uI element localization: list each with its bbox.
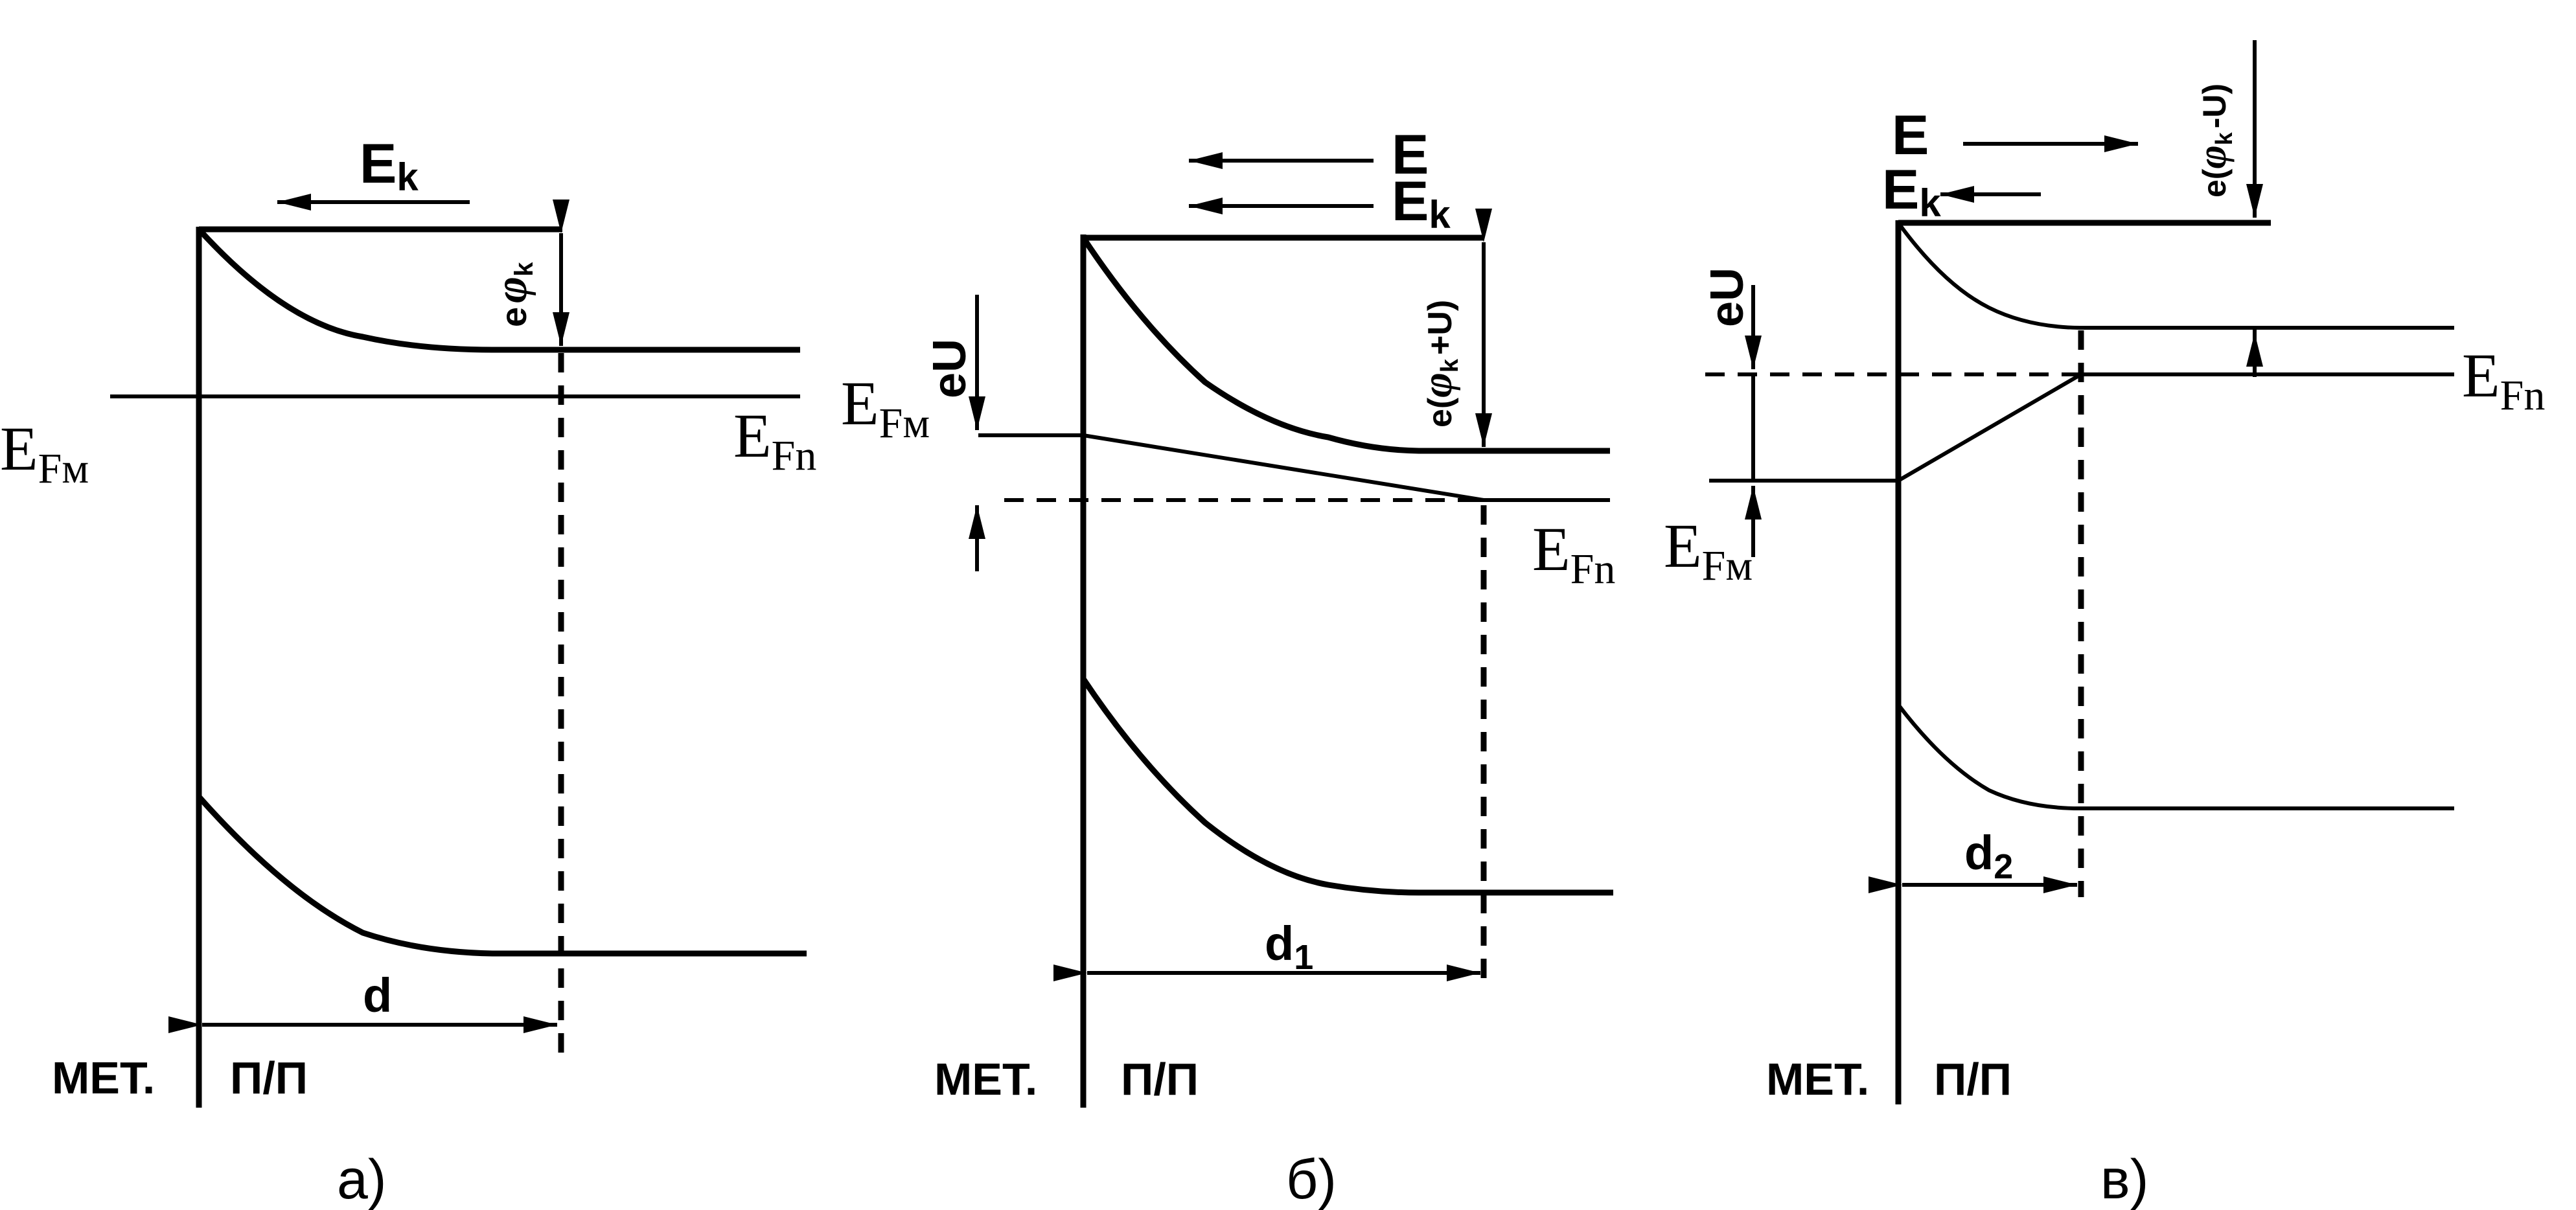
metal-label: МЕТ. [934, 1054, 1037, 1104]
fermi-metal-label: EFм [1664, 511, 1753, 589]
field-E-label: E [1392, 124, 1429, 186]
fermi-tilt-line [1897, 372, 2082, 483]
barrier-label: e(φk+U) [1414, 300, 1464, 428]
panel-caption: б) [1286, 1148, 1337, 1210]
conduction-band-curve [196, 227, 800, 353]
panel-a: Ek eφk EFм EFn d МЕТ. П/П а) [0, 133, 816, 1210]
bias-label: eU [924, 339, 976, 398]
panel-caption: в) [2100, 1148, 2148, 1210]
semi-label: П/П [1121, 1054, 1199, 1104]
width-label: d [363, 968, 392, 1022]
metal-label: МЕТ. [52, 1053, 155, 1103]
metal-label: МЕТ. [1766, 1054, 1869, 1104]
valence-band-curve [196, 795, 807, 957]
fermi-semi-label: EFn [2462, 341, 2545, 419]
barrier-label: eφk [487, 262, 538, 327]
field-Ek-label: Ek [1882, 159, 1941, 225]
panel-c: E Ek eU e(φk-U) EFм EFn d2 МЕТ. П/П в) [1664, 40, 2545, 1210]
valence-band-curve [1081, 677, 1613, 896]
barrier-label: e(φk-U) [2191, 84, 2237, 198]
fermi-tilt-line [1083, 433, 1484, 502]
conduction-band-curve [1081, 236, 1610, 454]
fermi-semi-label: EFn [733, 401, 816, 479]
conduction-band-curve [1896, 222, 2454, 330]
width-label: d2 [1964, 826, 2013, 886]
width-label: d1 [1265, 917, 1313, 977]
fermi-semi-label: EFn [1532, 514, 1615, 593]
semi-label: П/П [1934, 1054, 2012, 1104]
semi-label: П/П [230, 1053, 308, 1103]
valence-band-curve [1896, 703, 2454, 810]
panel-caption: а) [337, 1148, 386, 1210]
panel-b: E Ek eU e(φk+U) EFм EFn d1 МЕТ. П/П б) [841, 124, 1615, 1210]
bias-label: eU [1701, 268, 1753, 327]
field-label: Ek [360, 133, 419, 199]
field-Ek-label: Ek [1392, 170, 1451, 236]
fermi-metal-label: EFм [0, 414, 89, 492]
field-E-label: E [1892, 104, 1929, 166]
fermi-metal-label: EFм [841, 369, 930, 447]
